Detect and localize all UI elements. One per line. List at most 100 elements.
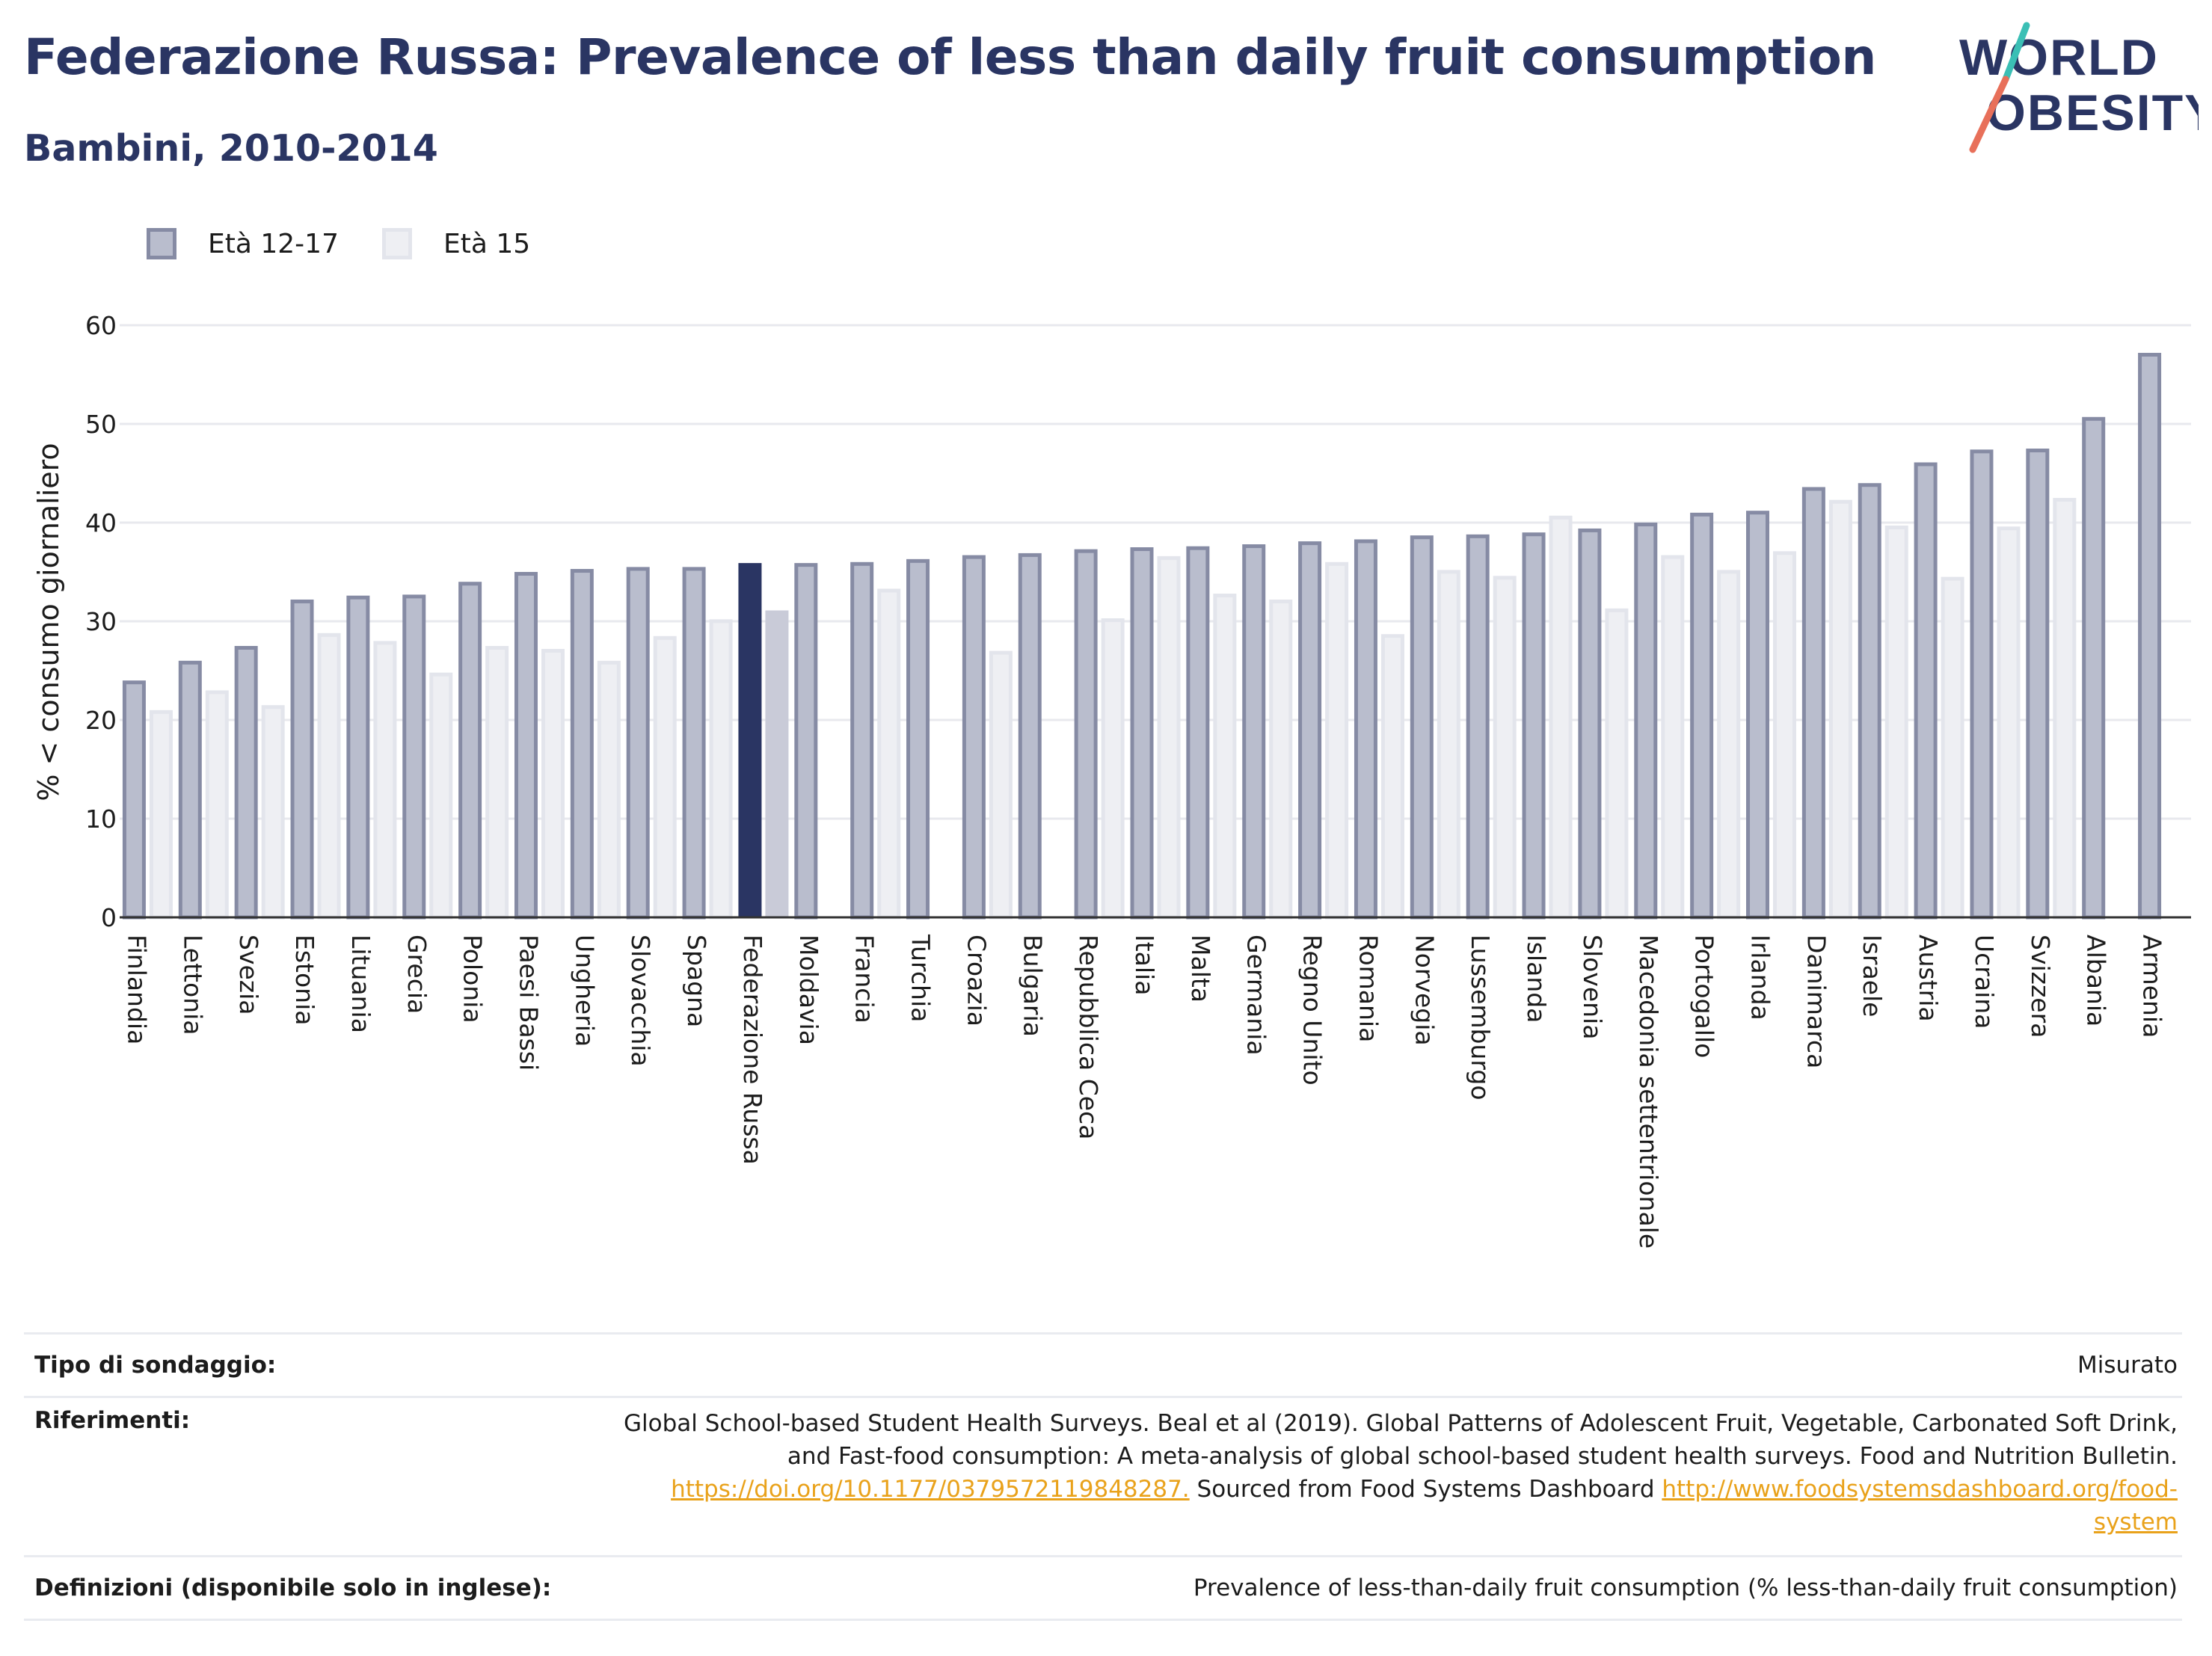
bar-age-12-17[interactable] [738, 563, 762, 917]
bar-age-12-17[interactable] [1578, 528, 1602, 920]
bar-age-12-17[interactable] [570, 569, 594, 920]
info-table: Tipo di sondaggio: Misurato Riferimenti:… [24, 1332, 2182, 1621]
bar-age-15[interactable] [261, 705, 285, 920]
bar-age-12-17[interactable] [1130, 547, 1154, 920]
bar-age-12-17[interactable] [626, 567, 650, 920]
definitions-value: Prevalence of less-than-daily fruit cons… [1193, 1575, 2178, 1601]
x-tick-label: Romania [1354, 935, 1383, 1042]
bar-age-12-17[interactable] [458, 582, 482, 920]
references-label: Riferimenti: [34, 1407, 191, 1434]
bar-age-15[interactable] [1269, 599, 1293, 920]
bar-age-15[interactable] [205, 690, 229, 920]
bar-age-12-17[interactable] [234, 646, 258, 920]
bar-age-12-17[interactable] [962, 555, 986, 920]
bar-age-15[interactable] [1773, 551, 1797, 920]
bar-age-15[interactable] [653, 635, 677, 920]
bar-age-12-17[interactable] [682, 567, 706, 920]
bar-age-15[interactable] [1661, 555, 1685, 920]
bar-age-15[interactable] [1549, 515, 1573, 920]
bar-age-15[interactable] [989, 650, 1013, 920]
x-tick-label: Croazia [962, 935, 991, 1026]
bar-age-12-17[interactable] [514, 572, 538, 920]
bar-age-15[interactable] [1605, 608, 1629, 920]
x-tick-label: Spagna [682, 935, 711, 1027]
chart-subtitle: Bambini, 2010-2014 [24, 127, 438, 170]
y-tick-label: 10 [85, 804, 117, 834]
bar-age-12-17[interactable] [2026, 449, 2050, 920]
bar-age-15[interactable] [1380, 634, 1404, 920]
bar-age-15[interactable] [149, 710, 173, 920]
x-tick-label: Germania [1242, 935, 1271, 1056]
bar-age-12-17[interactable] [1354, 539, 1377, 920]
bar-age-12-17[interactable] [1746, 511, 1770, 920]
bar-age-12-17[interactable] [1970, 449, 1994, 920]
legend-label-age-12-17: Età 12-17 [208, 228, 339, 259]
legend-item-age-15[interactable]: Età 15 [381, 228, 530, 259]
world-obesity-logo: WORLD OBESITY [1959, 22, 2199, 153]
bar-age-15[interactable] [1828, 499, 1852, 920]
bar-age-12-17[interactable] [178, 660, 202, 920]
food-systems-link-cont[interactable]: system [2093, 1509, 2178, 1536]
bar-age-15[interactable] [877, 588, 901, 920]
bar-age-12-17[interactable] [1634, 523, 1658, 920]
bar-age-12-17[interactable] [2138, 352, 2162, 920]
bar-age-15[interactable] [1213, 594, 1237, 920]
info-row-references: Riferimenti: Global School-based Student… [24, 1396, 2182, 1555]
x-tick-label: Slovacchia [626, 935, 655, 1067]
bar-age-12-17[interactable] [906, 558, 930, 920]
x-tick-label: Ucraina [1970, 935, 1999, 1029]
logo-slash-coral [1969, 76, 2009, 153]
bar-age-12-17[interactable] [402, 594, 426, 920]
bar-age-12-17[interactable] [1074, 549, 1098, 920]
x-tick-label: Bulgaria [1018, 935, 1047, 1037]
bar-age-12-17[interactable] [1018, 552, 1042, 920]
references-value: Global School-based Student Health Surve… [624, 1398, 2182, 1539]
bar-age-15[interactable] [765, 610, 789, 917]
logo-slash-teal [2002, 22, 2030, 83]
bar-age-15[interactable] [1325, 561, 1349, 920]
food-systems-link[interactable]: http://www.foodsystemsdashboard.org/food… [1662, 1476, 2178, 1503]
bar-age-15[interactable] [709, 619, 733, 920]
bar-age-12-17[interactable] [1466, 534, 1490, 920]
bar-age-12-17[interactable] [290, 599, 314, 920]
doi-link[interactable]: https://doi.org/10.1177/0379572119848287… [671, 1476, 1190, 1503]
x-tick-label: Italia [1130, 935, 1159, 995]
x-tick-label: Danimarca [1801, 935, 1831, 1068]
bar-age-15[interactable] [541, 648, 565, 920]
bar-age-12-17[interactable] [122, 680, 146, 920]
bar-age-12-17[interactable] [850, 561, 874, 920]
x-tick-label: Macedonia settentrionale [1634, 935, 1663, 1249]
bar-age-12-17[interactable] [1914, 462, 1938, 920]
bar-age-15[interactable] [1941, 576, 1964, 920]
bar-age-15[interactable] [485, 646, 509, 920]
bar-age-12-17[interactable] [1242, 544, 1266, 920]
bar-age-12-17[interactable] [346, 595, 370, 920]
bar-age-15[interactable] [2053, 498, 2077, 920]
bar-age-12-17[interactable] [1690, 512, 1714, 920]
bar-age-15[interactable] [1437, 570, 1460, 920]
bar-age-15[interactable] [373, 641, 397, 920]
x-tick-label: Lettonia [178, 935, 207, 1035]
bar-age-12-17[interactable] [794, 563, 818, 920]
bar-age-15[interactable] [1493, 576, 1517, 920]
bar-age-15[interactable] [1101, 618, 1125, 920]
bar-age-12-17[interactable] [1298, 541, 1322, 920]
bar-age-15[interactable] [1884, 525, 1908, 920]
x-tick-label: Polonia [458, 935, 488, 1024]
bar-age-12-17[interactable] [1801, 487, 1825, 920]
legend-item-age-12-17[interactable]: Età 12-17 [147, 228, 339, 259]
bar-age-12-17[interactable] [1186, 546, 1210, 920]
bar-age-15[interactable] [429, 672, 453, 920]
bar-age-15[interactable] [1157, 555, 1181, 920]
bar-age-12-17[interactable] [2082, 416, 2106, 920]
x-tick-label: Irlanda [1746, 935, 1775, 1021]
bar-age-12-17[interactable] [1858, 483, 1881, 920]
bar-age-12-17[interactable] [1522, 532, 1546, 920]
bar-age-12-17[interactable] [1410, 535, 1434, 920]
bar-age-15[interactable] [1997, 526, 2021, 920]
x-tick-label: Lituania [346, 935, 375, 1033]
bar-age-15[interactable] [317, 632, 341, 920]
bar-age-15[interactable] [597, 660, 621, 920]
y-axis-ticks: 0 10 20 30 40 50 60 [85, 311, 117, 932]
bar-age-15[interactable] [1717, 570, 1741, 920]
